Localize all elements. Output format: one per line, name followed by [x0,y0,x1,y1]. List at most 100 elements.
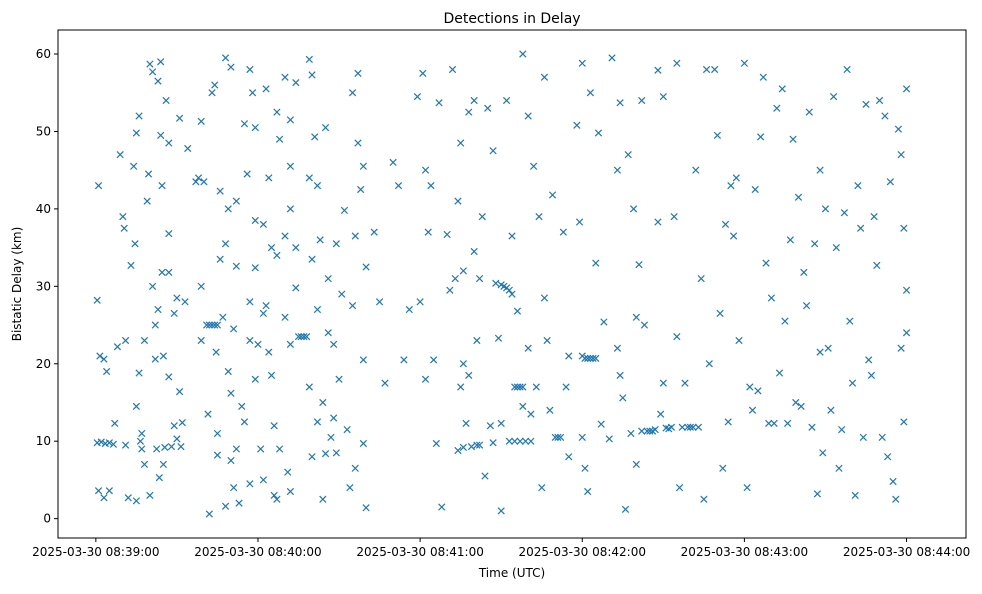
data-point [297,333,305,341]
data-point [659,92,667,101]
data-point [902,286,911,294]
data-point [581,464,589,472]
data-point [867,371,876,380]
data-point [513,383,522,391]
data-point [475,274,484,283]
data-point [197,282,205,290]
data-point [702,65,711,74]
data-point [508,232,516,240]
data-point [116,151,124,159]
data-point [584,354,592,362]
data-point [205,510,213,518]
data-point [132,402,140,410]
data-point [592,259,600,267]
data-point [103,367,111,376]
data-point [308,71,316,79]
data-point [184,144,192,153]
data-point [775,369,784,377]
data-point [216,255,224,263]
data-point [251,264,259,272]
data-point [159,460,168,469]
data-point [762,259,770,267]
data-point [621,505,630,513]
data-point [227,389,235,397]
data-point [294,333,303,341]
data-points [93,50,911,518]
y-axis-ticks: 0 10 20 30 40 50 60 [36,47,58,526]
data-point [881,112,889,120]
data-point [494,334,503,342]
data-point [216,187,224,195]
data-point [651,425,659,434]
data-point [267,243,276,252]
data-point [165,373,173,381]
data-point [575,218,584,226]
data-point [635,261,643,269]
data-point [257,445,265,453]
data-point [321,449,330,458]
data-point [305,383,313,391]
data-point [211,81,219,89]
data-point [232,262,240,270]
data-point [262,302,270,310]
data-point [475,441,484,449]
data-point [151,321,159,329]
data-point [586,354,594,362]
data-point [330,414,338,422]
data-point [273,108,281,116]
data-point [203,321,211,329]
data-point [284,468,292,476]
data-point [827,406,835,414]
data-point [286,205,295,213]
data-point [902,85,911,93]
data-point [100,494,108,502]
data-point [454,197,462,205]
data-point [265,174,273,182]
data-point [321,123,330,132]
data-point [224,367,232,376]
data-point [511,437,519,445]
data-point [100,355,108,363]
plot-frame [57,29,967,539]
data-point [246,65,254,74]
data-point [565,453,573,461]
data-point [332,240,340,248]
data-point [170,309,178,318]
data-point [270,491,278,500]
data-point [140,336,149,345]
data-point [584,487,592,496]
data-point [551,433,559,441]
x-tick-label: 2025-03-30 08:39:00 [32,545,159,559]
data-point [138,445,146,453]
data-point [540,294,549,302]
data-point [808,423,816,431]
data-point [421,166,430,174]
x-tick-label: 2025-03-30 08:43:00 [681,545,808,559]
data-point [586,89,594,97]
data-point [792,398,800,407]
data-point [130,162,138,170]
data-point [897,151,905,159]
data-point [856,224,865,232]
data-point [240,418,249,426]
data-point [227,456,235,465]
data-point [519,402,527,410]
data-point [638,427,646,435]
data-point [446,286,454,294]
data-point [457,383,465,391]
data-point [224,205,232,213]
data-point [170,422,178,430]
data-point [300,333,308,341]
data-point [694,423,703,431]
data-point [878,433,886,441]
data-point [478,213,486,221]
data-point [96,352,104,360]
data-point [681,379,689,387]
data-point [281,73,289,81]
data-point [454,446,462,455]
data-point [870,213,878,221]
data-point [227,63,235,71]
data-point [505,286,513,294]
data-point [465,371,473,380]
data-point [308,255,316,263]
